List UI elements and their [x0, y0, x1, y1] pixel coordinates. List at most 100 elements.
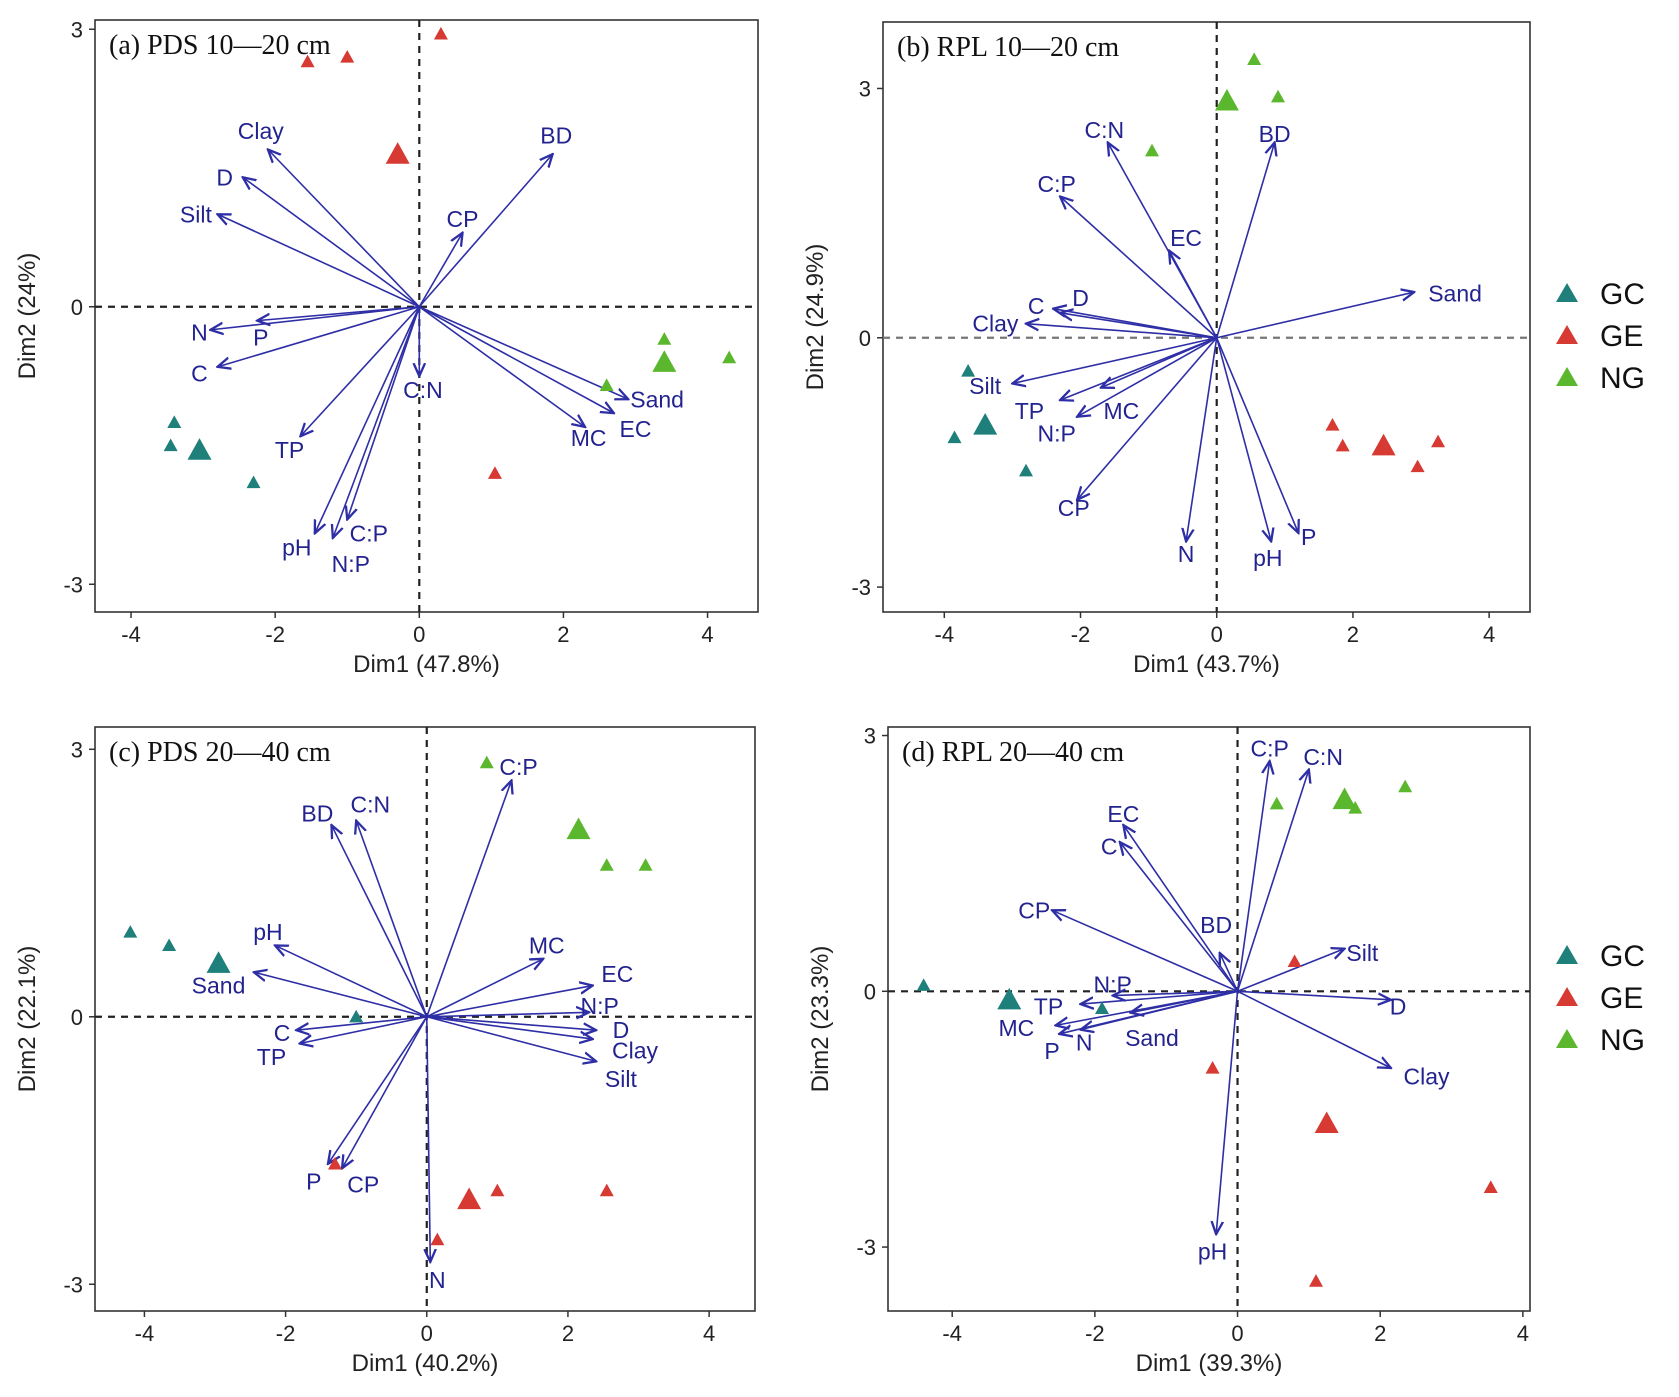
- point-ge: [385, 142, 410, 164]
- point-ge: [1410, 459, 1425, 473]
- vector-label: N: [1178, 541, 1195, 567]
- vector-label: C:N: [350, 792, 390, 818]
- point-ng: [1269, 796, 1284, 810]
- point-gc: [187, 438, 212, 460]
- vector-label: TP: [275, 437, 304, 463]
- point-ge: [457, 1187, 482, 1210]
- x-tick-label: 4: [1483, 622, 1495, 647]
- y-tick-label: 0: [71, 1005, 83, 1030]
- vector-arrow: [257, 305, 420, 321]
- y-tick-label: 3: [71, 737, 83, 762]
- vector-arrow: [1236, 770, 1309, 992]
- point-gc: [167, 415, 182, 428]
- vector-arrow: [1120, 842, 1239, 992]
- point-ng: [652, 350, 677, 372]
- vector-label: N: [191, 320, 208, 346]
- biplot-panel-1: -4 -2 0 2 4 -3 0 3 Dim1 (47.8%) Dim2 (24%) (a) PDS…: [14, 17, 759, 678]
- vector-arrow: [254, 972, 427, 1018]
- vector-arrow: [1113, 991, 1238, 995]
- vector-arrow: [218, 305, 420, 367]
- panel-title: (b) RPL 10—20 cm: [897, 32, 1119, 63]
- point-ge: [340, 50, 355, 63]
- vector-arrow: [426, 959, 543, 1018]
- point-ge: [1325, 418, 1340, 431]
- vector-label: CP: [1058, 495, 1090, 521]
- vector-arrow: [347, 306, 421, 520]
- point-ng: [1214, 88, 1239, 111]
- vector-label: CP: [347, 1171, 379, 1197]
- vector-arrow: [427, 1016, 431, 1262]
- point-ge: [328, 1156, 342, 1170]
- x-tick-label: 2: [562, 1321, 574, 1346]
- biplot-panel-3: -4 -2 0 2 4 -3 0 3 Dim1 (40.2%) Dim2 (22.1%) (c) P…: [14, 726, 756, 1377]
- vector-label: pH: [253, 919, 282, 945]
- plot-frame: [882, 21, 1531, 613]
- x-tick-label: 4: [1517, 1321, 1529, 1346]
- vector-label: C: [1028, 293, 1045, 319]
- y-tick-label: 0: [859, 326, 871, 351]
- vector-label: N:P: [581, 993, 619, 1019]
- vector-label: D: [216, 164, 233, 190]
- x-tick-label: 0: [1231, 1321, 1243, 1346]
- point-ng: [1271, 89, 1286, 103]
- y-tick-label: -3: [851, 575, 871, 600]
- point-gc: [1095, 1001, 1109, 1014]
- vector-label: D: [1390, 994, 1407, 1020]
- x-tick-label: 2: [1374, 1321, 1386, 1346]
- x-tick-label: 4: [701, 622, 713, 647]
- vector-label: Sand: [1428, 281, 1482, 307]
- vector-label: C: [191, 360, 208, 386]
- point-gc: [246, 475, 261, 489]
- legend-symbol-ng: [1556, 367, 1578, 386]
- vector-arrow: [328, 1016, 428, 1164]
- vector-label: Silt: [180, 201, 213, 227]
- vector-label: TP: [1034, 994, 1063, 1020]
- vector-label: MC: [999, 1015, 1035, 1041]
- point-ge: [1314, 1111, 1339, 1134]
- point-ng: [1145, 143, 1160, 157]
- vector-label: BD: [540, 123, 572, 149]
- point-ge: [1371, 433, 1396, 456]
- vector-arrow: [1186, 337, 1218, 542]
- point-gc: [997, 987, 1022, 1010]
- vector-label: MC: [529, 932, 565, 958]
- vector-arrow: [315, 306, 421, 534]
- vector-arrow: [418, 306, 585, 427]
- point-gc: [973, 413, 998, 435]
- vector-arrow: [210, 305, 420, 330]
- vector-arrow: [1236, 761, 1270, 992]
- vector-label: Silt: [969, 373, 1002, 399]
- plot-frame: [887, 726, 1531, 1312]
- legend-label-ge: GE: [1600, 320, 1643, 353]
- vector-arrow: [1060, 197, 1218, 339]
- vector-label: P: [306, 1169, 321, 1195]
- plot-frame: [94, 19, 759, 613]
- point-ge: [300, 54, 315, 68]
- vector-label: EC: [1107, 801, 1139, 827]
- vector-arrow: [426, 1015, 596, 1062]
- point-ge: [1205, 1061, 1220, 1074]
- point-gc: [947, 430, 962, 444]
- vector-arrow: [1220, 953, 1239, 992]
- y-tick-label: 3: [859, 76, 871, 101]
- vector-arrow: [1081, 990, 1238, 1004]
- point-gc: [916, 978, 931, 991]
- x-tick-label: -4: [121, 622, 141, 647]
- panel-title: (a) PDS 10—20 cm: [109, 30, 331, 61]
- point-ge: [433, 26, 448, 40]
- y-axis-label: Dim2 (23.3%): [807, 946, 834, 1093]
- x-tick-label: -2: [1071, 622, 1091, 647]
- vector-arrow: [1077, 337, 1218, 417]
- vector-label: P: [1044, 1038, 1059, 1064]
- x-tick-label: 0: [413, 622, 425, 647]
- point-ge: [487, 466, 502, 479]
- vector-arrow: [426, 986, 593, 1018]
- legend-symbol-ge: [1556, 987, 1578, 1006]
- vector-label: N:P: [332, 551, 370, 577]
- vector-label: BD: [301, 800, 333, 826]
- vector-label: C:N: [1303, 744, 1343, 770]
- vector-label: C:P: [1250, 735, 1288, 761]
- point-ng: [657, 332, 672, 345]
- vector-label: N: [1076, 1029, 1093, 1055]
- vector-label: C:P: [350, 520, 388, 546]
